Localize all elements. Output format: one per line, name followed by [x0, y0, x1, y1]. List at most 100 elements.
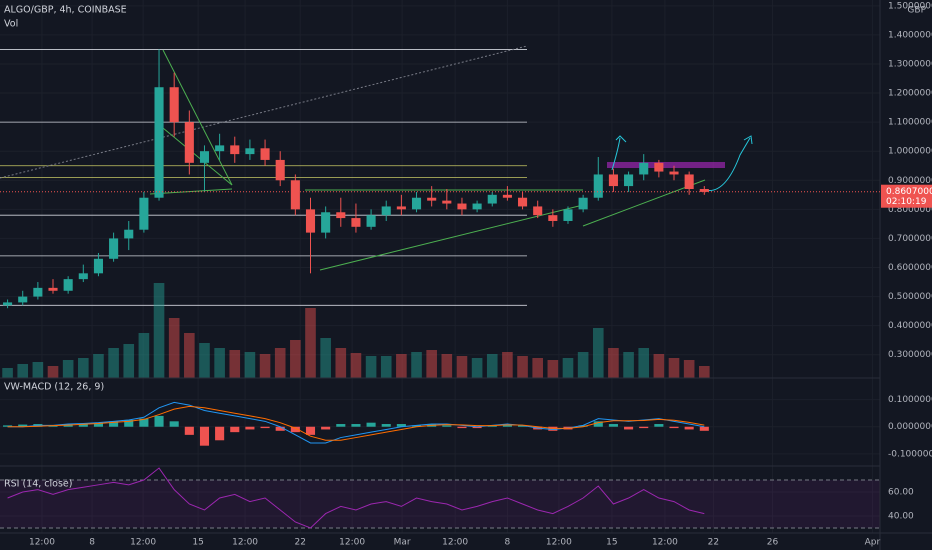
y-tick-label: 0.80000000 [888, 205, 932, 215]
candle-body [184, 122, 194, 163]
macd-histogram-bar [260, 426, 270, 429]
arrow [611, 135, 627, 171]
candle-body [199, 151, 210, 163]
volume-bar [456, 356, 468, 378]
volume-bar [138, 333, 150, 378]
y-tick-label: 0.40000000 [888, 321, 932, 331]
y-tick-label: 60.00 [888, 488, 914, 498]
macd-histogram-bar [669, 426, 679, 429]
macd-histogram-bar [578, 425, 588, 427]
x-tick-label: 8 [89, 538, 95, 548]
volume-bar [335, 348, 347, 378]
grid [0, 49, 880, 529]
volume-bar [17, 364, 29, 378]
macd-histogram-bar [518, 425, 528, 427]
candle-body [639, 162, 649, 175]
candle-body [518, 197, 528, 207]
macd-histogram-bar [18, 424, 28, 427]
candle-body [608, 174, 618, 187]
x-tick-label: 22 [294, 538, 305, 548]
x-tick-label: 12:00 [546, 538, 572, 548]
candle-body [502, 194, 512, 198]
candle-body [305, 209, 316, 233]
y-tick-label: -0.10000000 [888, 449, 932, 459]
volume-bar [623, 352, 634, 378]
macd-histogram-bar [502, 424, 512, 427]
candle-body [139, 197, 149, 230]
volume-bar [229, 350, 241, 378]
trend-line [149, 188, 233, 195]
candle-body [109, 238, 119, 259]
macd-histogram-bar [472, 426, 482, 429]
volume-bar [562, 358, 574, 378]
arrow [704, 135, 753, 192]
macd-histogram-bar [699, 426, 709, 431]
macd-histogram-bar [624, 426, 634, 430]
macd-histogram-bar [321, 426, 331, 430]
volume-bar [547, 360, 559, 378]
macd-histogram-bar [457, 426, 467, 429]
volume-bar [168, 318, 180, 378]
volume-bar [199, 343, 210, 378]
y-tick-label: 0.10000000 [888, 395, 932, 405]
candle-body [124, 229, 134, 239]
macd-histogram-bar [215, 426, 225, 441]
volume-bar [78, 358, 89, 378]
volume-bar [108, 348, 119, 378]
x-tick-label: Apr [865, 538, 881, 548]
rsi-title: RSI (14, close) [4, 479, 72, 490]
candle-body [381, 206, 391, 216]
candle-body [578, 197, 588, 210]
candle-body [533, 206, 543, 216]
volume-bar [62, 360, 74, 378]
candle-body [351, 218, 361, 227]
candle-body [593, 174, 603, 198]
candle-body [169, 87, 179, 123]
rsi-band [0, 480, 880, 528]
y-tick-label: 1.10000000 [888, 118, 932, 128]
volume-bar [32, 362, 44, 378]
volume-bar [699, 366, 710, 378]
chart-title: ALGO/GBP, 4h, COINBASE [4, 5, 127, 16]
volume-bar [123, 344, 135, 378]
candle-body [245, 148, 255, 155]
x-tick-label: 12:00 [339, 538, 365, 548]
candle-body [487, 194, 497, 204]
macd-histogram-bar [169, 421, 179, 427]
macd-histogram-bar [593, 421, 603, 427]
macd-histogram-bar [3, 425, 13, 427]
candle-body [442, 200, 452, 204]
volume-bar [350, 353, 362, 378]
candle-body [336, 212, 346, 219]
trend-line [162, 49, 233, 186]
x-tick-label: 12:00 [442, 538, 468, 548]
macd-histogram-bar [93, 422, 103, 427]
macd-title: VW-MACD (12, 26, 9) [4, 382, 104, 393]
candle-body [33, 287, 43, 297]
x-tick-label: 12:00 [652, 538, 678, 548]
macd-histogram-bar [154, 415, 164, 427]
volume-bar [365, 356, 377, 378]
macd-histogram-bar [78, 423, 88, 427]
y-tick-label: 1.40000000 [888, 30, 932, 40]
trend-line [162, 127, 233, 186]
macd-histogram-bar [608, 424, 618, 427]
volume-bar [305, 308, 316, 378]
candle-body [654, 162, 664, 172]
x-tick-label: 15 [606, 538, 617, 548]
x-tick-label: 22 [708, 538, 719, 548]
macd-histogram-bar [290, 426, 300, 433]
macd-histogram-bar [139, 418, 149, 427]
volume-bar [668, 358, 680, 378]
rsi-line [7, 467, 705, 529]
candle-body [457, 203, 467, 210]
volume-bar [502, 352, 513, 378]
candle-body [684, 174, 694, 189]
candle-body [427, 197, 437, 201]
macd-histogram-bar [639, 426, 649, 429]
volume-bar [653, 354, 665, 378]
volume-bar [486, 354, 498, 378]
macd-histogram-bar [124, 419, 134, 427]
macd-line [7, 405, 705, 441]
y-tick-label: 0.00000000 [888, 422, 932, 432]
